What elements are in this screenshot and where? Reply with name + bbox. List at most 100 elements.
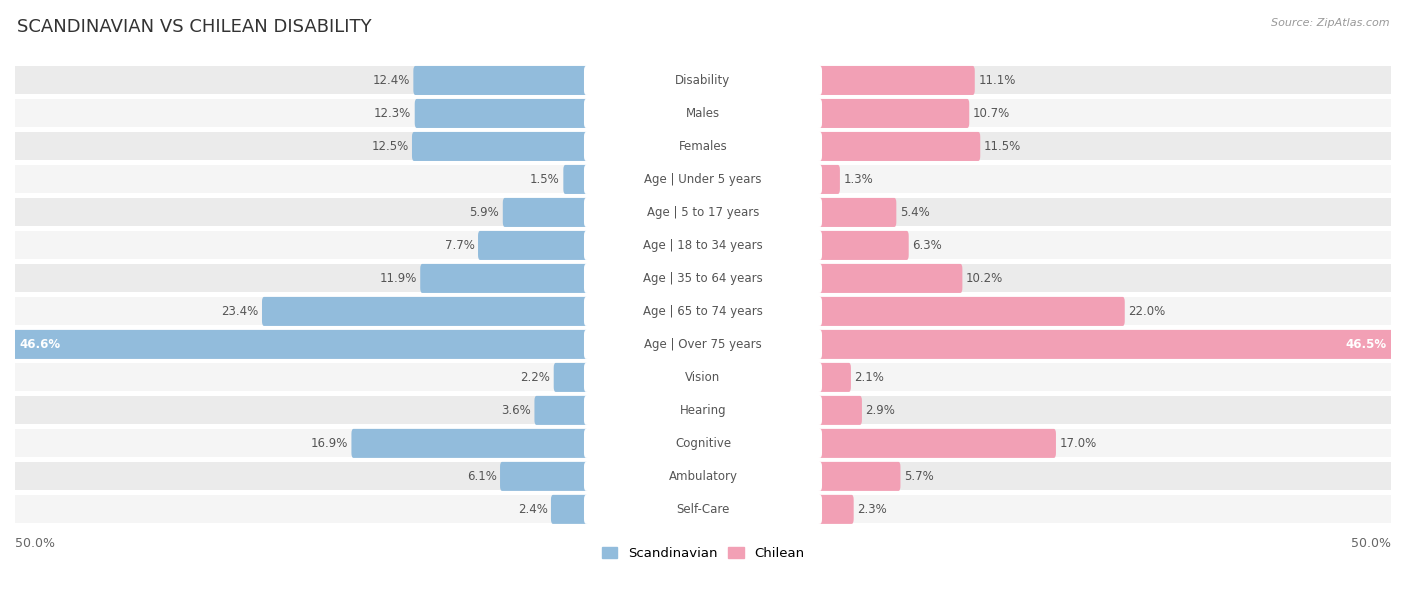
Text: 2.1%: 2.1% (855, 371, 884, 384)
FancyBboxPatch shape (583, 429, 823, 458)
FancyBboxPatch shape (818, 198, 897, 227)
FancyBboxPatch shape (583, 495, 823, 524)
Text: Ambulatory: Ambulatory (668, 470, 738, 483)
FancyBboxPatch shape (583, 363, 823, 392)
FancyBboxPatch shape (15, 99, 1391, 127)
Text: Males: Males (686, 107, 720, 120)
Text: 10.2%: 10.2% (966, 272, 1002, 285)
Text: 10.7%: 10.7% (973, 107, 1010, 120)
FancyBboxPatch shape (583, 231, 823, 260)
FancyBboxPatch shape (818, 330, 1406, 359)
FancyBboxPatch shape (583, 462, 823, 491)
FancyBboxPatch shape (15, 364, 1391, 392)
FancyBboxPatch shape (15, 132, 1391, 160)
FancyBboxPatch shape (420, 264, 588, 293)
Text: Age | 65 to 74 years: Age | 65 to 74 years (643, 305, 763, 318)
FancyBboxPatch shape (818, 165, 839, 194)
FancyBboxPatch shape (15, 495, 1391, 523)
Text: 12.4%: 12.4% (373, 74, 411, 87)
FancyBboxPatch shape (564, 165, 588, 194)
FancyBboxPatch shape (15, 165, 1391, 193)
Text: 11.5%: 11.5% (984, 140, 1021, 153)
Text: 3.6%: 3.6% (502, 404, 531, 417)
Text: Self-Care: Self-Care (676, 503, 730, 516)
Text: 1.3%: 1.3% (844, 173, 873, 186)
Text: Source: ZipAtlas.com: Source: ZipAtlas.com (1271, 18, 1389, 28)
Text: 16.9%: 16.9% (311, 437, 349, 450)
FancyBboxPatch shape (501, 462, 588, 491)
FancyBboxPatch shape (415, 99, 588, 128)
Text: 7.7%: 7.7% (444, 239, 475, 252)
Text: Age | 18 to 34 years: Age | 18 to 34 years (643, 239, 763, 252)
Text: 6.3%: 6.3% (912, 239, 942, 252)
FancyBboxPatch shape (413, 66, 588, 95)
Text: SCANDINAVIAN VS CHILEAN DISABILITY: SCANDINAVIAN VS CHILEAN DISABILITY (17, 18, 371, 36)
Text: Hearing: Hearing (679, 404, 727, 417)
FancyBboxPatch shape (478, 231, 588, 260)
Text: 2.2%: 2.2% (520, 371, 550, 384)
Text: 5.4%: 5.4% (900, 206, 929, 219)
Text: 2.4%: 2.4% (517, 503, 547, 516)
FancyBboxPatch shape (583, 132, 823, 161)
FancyBboxPatch shape (412, 132, 588, 161)
FancyBboxPatch shape (583, 165, 823, 194)
FancyBboxPatch shape (818, 396, 862, 425)
Legend: Scandinavian, Chilean: Scandinavian, Chilean (596, 542, 810, 565)
FancyBboxPatch shape (0, 330, 588, 359)
FancyBboxPatch shape (503, 198, 588, 227)
FancyBboxPatch shape (15, 397, 1391, 424)
Text: Age | 5 to 17 years: Age | 5 to 17 years (647, 206, 759, 219)
FancyBboxPatch shape (583, 99, 823, 128)
Text: Vision: Vision (685, 371, 721, 384)
Text: 12.3%: 12.3% (374, 107, 412, 120)
Text: Females: Females (679, 140, 727, 153)
Text: 5.9%: 5.9% (470, 206, 499, 219)
Text: 11.9%: 11.9% (380, 272, 416, 285)
FancyBboxPatch shape (818, 462, 900, 491)
FancyBboxPatch shape (818, 132, 980, 161)
FancyBboxPatch shape (818, 231, 908, 260)
FancyBboxPatch shape (15, 67, 1391, 94)
Text: 22.0%: 22.0% (1128, 305, 1166, 318)
FancyBboxPatch shape (583, 66, 823, 95)
Text: 5.7%: 5.7% (904, 470, 934, 483)
FancyBboxPatch shape (583, 264, 823, 293)
Text: 50.0%: 50.0% (1351, 537, 1391, 550)
Text: Age | Under 5 years: Age | Under 5 years (644, 173, 762, 186)
Text: 46.5%: 46.5% (1346, 338, 1386, 351)
Text: 46.6%: 46.6% (20, 338, 60, 351)
Text: Age | 35 to 64 years: Age | 35 to 64 years (643, 272, 763, 285)
FancyBboxPatch shape (15, 231, 1391, 259)
FancyBboxPatch shape (551, 495, 588, 524)
FancyBboxPatch shape (15, 264, 1391, 293)
Text: 23.4%: 23.4% (221, 305, 259, 318)
Text: Age | Over 75 years: Age | Over 75 years (644, 338, 762, 351)
FancyBboxPatch shape (15, 297, 1391, 326)
FancyBboxPatch shape (818, 495, 853, 524)
FancyBboxPatch shape (818, 264, 962, 293)
FancyBboxPatch shape (262, 297, 588, 326)
Text: 6.1%: 6.1% (467, 470, 496, 483)
FancyBboxPatch shape (818, 297, 1125, 326)
Text: 2.9%: 2.9% (865, 404, 896, 417)
FancyBboxPatch shape (352, 429, 588, 458)
Text: 2.3%: 2.3% (858, 503, 887, 516)
FancyBboxPatch shape (583, 198, 823, 227)
Text: 50.0%: 50.0% (15, 537, 55, 550)
FancyBboxPatch shape (818, 99, 969, 128)
FancyBboxPatch shape (583, 396, 823, 425)
Text: 1.5%: 1.5% (530, 173, 560, 186)
Text: 12.5%: 12.5% (371, 140, 409, 153)
FancyBboxPatch shape (15, 198, 1391, 226)
Text: 17.0%: 17.0% (1059, 437, 1097, 450)
FancyBboxPatch shape (15, 330, 1391, 359)
FancyBboxPatch shape (818, 66, 974, 95)
FancyBboxPatch shape (15, 430, 1391, 457)
FancyBboxPatch shape (554, 363, 588, 392)
FancyBboxPatch shape (534, 396, 588, 425)
FancyBboxPatch shape (818, 429, 1056, 458)
FancyBboxPatch shape (583, 297, 823, 326)
Text: Cognitive: Cognitive (675, 437, 731, 450)
FancyBboxPatch shape (818, 363, 851, 392)
Text: Disability: Disability (675, 74, 731, 87)
